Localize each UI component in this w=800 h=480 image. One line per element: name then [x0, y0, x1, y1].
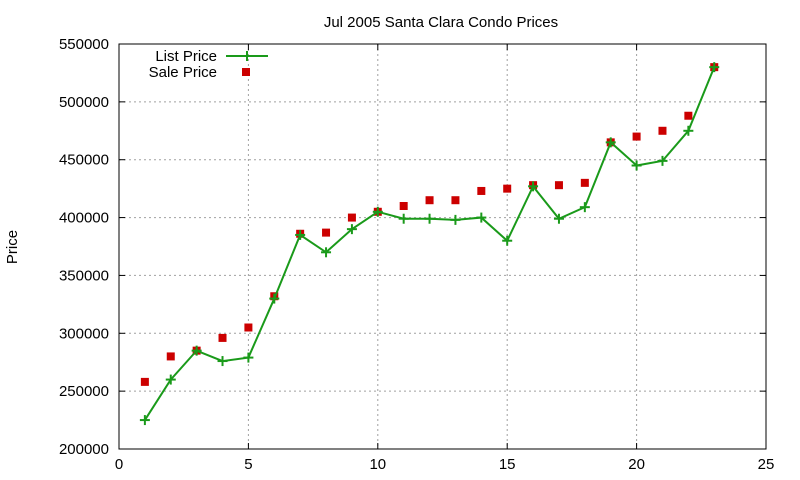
list-price-point	[295, 229, 306, 240]
sale-price-point	[425, 196, 434, 205]
list-price-line	[144, 66, 716, 421]
sale-price-point	[503, 184, 512, 193]
list-price-point	[243, 352, 254, 363]
sale-price-point	[218, 333, 227, 342]
y-axis-label: Price	[4, 230, 21, 264]
chart-title: Jul 2005 Santa Clara Condo Prices	[324, 14, 558, 31]
list-price-point	[476, 212, 487, 223]
list-price-point	[502, 235, 513, 246]
x-tick-label: 0	[115, 456, 123, 473]
y-tick-label: 400000	[59, 210, 109, 227]
x-tick-label: 20	[628, 456, 645, 473]
x-tick-label: 5	[244, 456, 252, 473]
sale-price-point	[684, 111, 693, 120]
list-price-point	[605, 137, 616, 148]
sale-price-point	[244, 323, 253, 332]
axis-ticks: 0 5 10 15 20 25 200000 250000 300000 350000 400000…	[59, 36, 774, 473]
list-price-point	[165, 374, 176, 385]
list-price-point	[321, 247, 332, 258]
sale-price-point	[477, 186, 486, 195]
sale-price-point	[554, 181, 563, 190]
legend-label-sale-price: Sale Price	[149, 64, 217, 81]
y-tick-label: 450000	[59, 152, 109, 169]
sale-price-point	[658, 126, 667, 135]
y-tick-label: 300000	[59, 325, 109, 342]
legend-plus-mark	[242, 51, 252, 61]
sale-price-point	[399, 202, 408, 210]
sale-price-point	[140, 377, 149, 386]
list-price-point	[398, 213, 409, 224]
list-price-point	[553, 213, 564, 224]
y-tick-label: 250000	[59, 383, 109, 400]
list-price-point	[709, 62, 720, 73]
list-price-point	[631, 160, 642, 171]
list-price-point	[217, 356, 228, 367]
y-tick-label: 200000	[59, 441, 109, 458]
legend-marker-sale-price	[242, 68, 250, 76]
sale-price-point	[322, 228, 331, 237]
y-tick-label: 350000	[59, 267, 109, 284]
list-price-point	[528, 181, 539, 192]
series-marks	[139, 62, 720, 426]
sale-price-point	[632, 132, 641, 141]
list-price-point	[450, 214, 461, 225]
sale-price-point	[580, 178, 589, 187]
list-price-point	[657, 155, 668, 166]
legend-label-list-price: List Price	[155, 48, 217, 65]
plot-frame	[118, 43, 767, 450]
list-price-point	[191, 345, 202, 356]
grid	[119, 44, 766, 449]
y-tick-label: 500000	[59, 94, 109, 111]
x-tick-label: 10	[369, 456, 386, 473]
list-price-point	[579, 202, 590, 213]
list-price-point	[346, 224, 357, 235]
list-price-point	[139, 415, 150, 426]
x-tick-label: 15	[499, 456, 516, 473]
list-price-point	[424, 213, 435, 224]
legend: List Price Sale Price	[149, 48, 268, 81]
list-price-point	[372, 206, 383, 217]
sale-price-point	[166, 352, 175, 361]
list-price-point	[683, 125, 694, 136]
x-tick-label: 25	[758, 456, 775, 473]
y-tick-label: 550000	[59, 36, 109, 53]
sale-price-point	[347, 213, 356, 222]
sale-price-point	[451, 196, 460, 205]
list-price-point	[269, 293, 280, 304]
legend-marker-list-price	[242, 51, 252, 61]
